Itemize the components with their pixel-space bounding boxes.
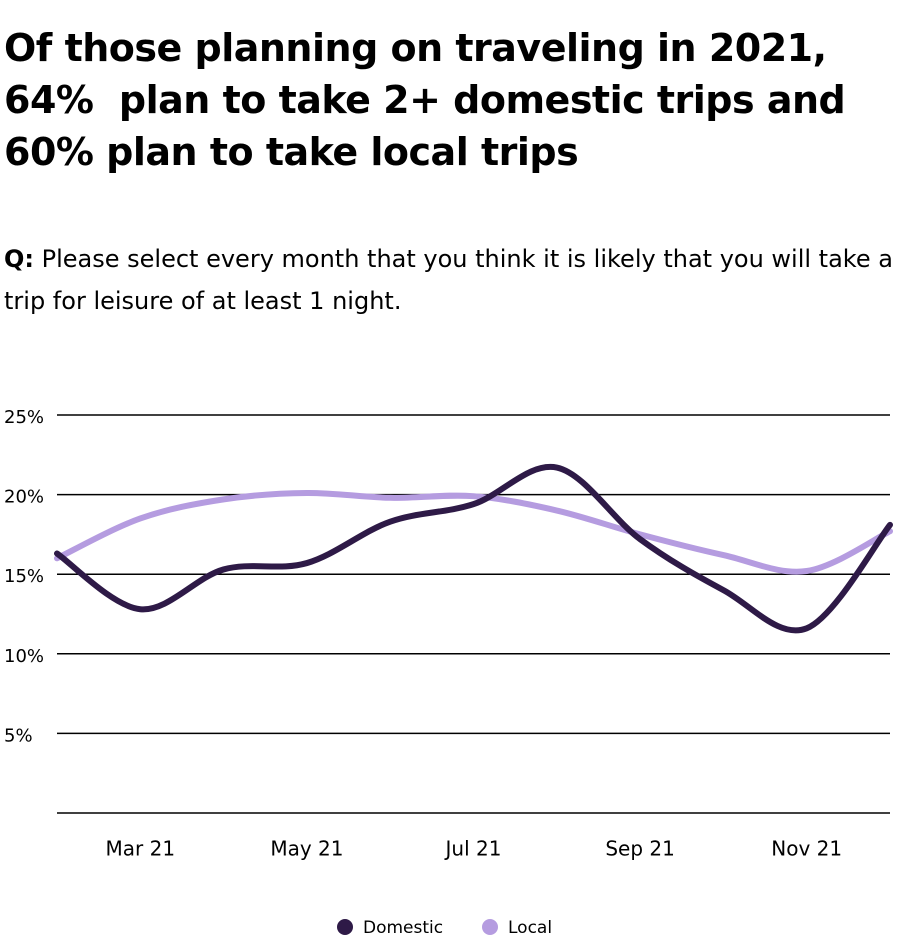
x-tick-label: May 21 [270,837,343,861]
y-tick-label: 5% [4,725,33,746]
y-tick-label: 20% [4,487,44,508]
legend-swatch [337,919,353,935]
question-label: Q: [4,245,34,273]
x-tick-label: Jul 21 [444,837,502,861]
question-text: Please select every month that you think… [4,245,893,315]
title-line: 60% plan to take local trips [4,130,579,174]
title-line: 64% plan to take 2+ domestic trips and [4,78,846,122]
line-series [54,490,893,575]
legend-label: Local [508,918,552,938]
title-line: Of those planning on traveling in 2021, [4,26,827,70]
y-tick-label: 25% [4,407,44,428]
y-tick-label: 15% [4,566,44,587]
chart-title: Of those planning on traveling in 2021, … [4,22,894,178]
legend-label: Domestic [363,918,443,938]
question: Q: Please select every month that you th… [4,238,894,322]
x-tick-label: Sep 21 [605,837,675,861]
y-tick-label: 10% [4,646,44,667]
x-tick-label: Nov 21 [771,837,842,861]
x-tick-label: Mar 21 [106,837,176,861]
legend-swatch [482,919,498,935]
line-series [54,463,893,634]
